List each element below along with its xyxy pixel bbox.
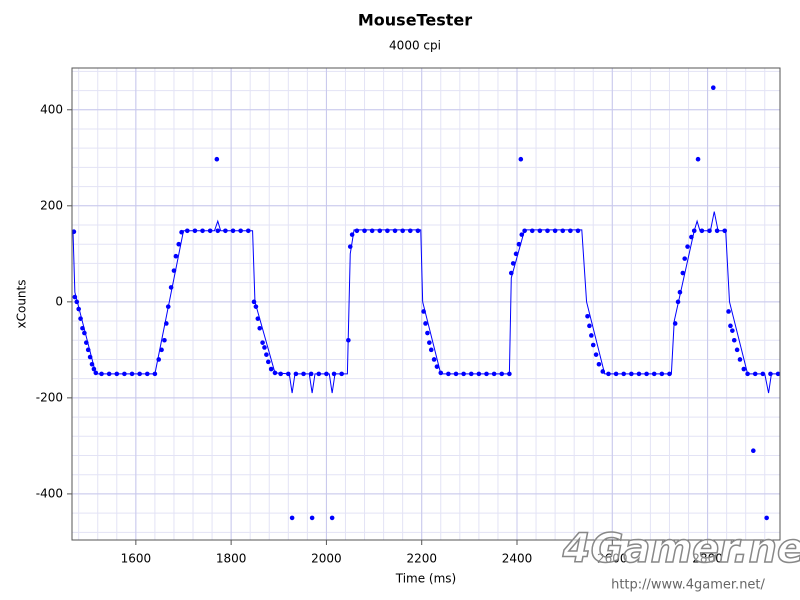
data-point — [589, 333, 594, 338]
data-point — [214, 156, 220, 162]
y-tick-label: 0 — [55, 294, 63, 308]
data-point — [537, 228, 543, 234]
x-tick-label: 2400 — [502, 552, 533, 566]
data-point — [568, 228, 573, 234]
y-tick-label: -400 — [36, 486, 63, 500]
y-tick-label: 400 — [40, 102, 63, 116]
data-point — [593, 352, 599, 357]
data-point — [427, 340, 432, 345]
x-tick-label: 2200 — [406, 552, 437, 566]
data-point — [730, 328, 735, 333]
y-tick-label: 200 — [40, 198, 63, 212]
x-axis-label: Time (ms) — [395, 572, 457, 586]
data-point — [682, 256, 688, 261]
axes: 1600 1800 2000 2200 2400 2600 2800 -400 -200 0 200… — [36, 102, 723, 565]
data-point — [560, 228, 566, 234]
data-point — [162, 337, 167, 343]
data-point — [710, 85, 716, 90]
data-point — [685, 244, 690, 249]
data-point — [590, 342, 596, 348]
data-point — [268, 366, 274, 372]
data-point — [385, 228, 390, 234]
data-point — [680, 270, 686, 276]
data-point — [434, 364, 440, 369]
data-point — [415, 228, 421, 234]
data-point — [728, 323, 733, 329]
data-point — [510, 261, 516, 266]
data-point — [575, 228, 581, 234]
data-point — [329, 515, 335, 521]
data-point — [264, 352, 269, 357]
data-point — [309, 515, 315, 521]
chart-title: MouseTester — [358, 11, 472, 30]
data-point — [265, 359, 271, 365]
data-point — [425, 330, 430, 336]
data-point — [587, 323, 592, 329]
data-point — [741, 366, 747, 372]
data-point — [377, 228, 383, 234]
data-point — [173, 253, 179, 259]
data-point — [751, 448, 756, 453]
watermark: 4Gamer.net — [562, 526, 800, 572]
plot-frame — [71, 67, 781, 541]
data-point — [262, 345, 267, 350]
data-point — [428, 347, 434, 353]
data-point — [734, 347, 740, 353]
plot — [71, 85, 781, 521]
data-point — [176, 241, 182, 247]
data-point — [529, 228, 535, 234]
data-point — [585, 313, 590, 319]
data-point — [596, 361, 602, 367]
data-point — [518, 156, 524, 162]
y-axis-label: xCounts — [15, 280, 29, 329]
data-point — [362, 228, 367, 234]
series-line — [72, 211, 780, 394]
watermark-url: http://www.4gamer.net/ — [611, 578, 765, 593]
data-point — [737, 357, 743, 362]
x-tick-label: 2800 — [692, 552, 723, 566]
data-point — [392, 228, 398, 234]
data-point — [552, 228, 558, 234]
data-point — [431, 357, 437, 362]
data-point — [215, 228, 221, 234]
x-tick-label: 1600 — [121, 552, 152, 566]
x-tick-label: 1800 — [216, 552, 247, 566]
data-point — [400, 228, 405, 234]
data-point — [260, 340, 265, 345]
data-point — [354, 228, 360, 234]
data-point — [423, 321, 428, 326]
data-point — [257, 325, 263, 331]
grid — [72, 68, 780, 540]
data-point — [695, 156, 701, 162]
data-point — [726, 309, 731, 314]
x-tick-label: 2000 — [311, 552, 342, 566]
data-point — [407, 228, 413, 234]
data-point — [308, 371, 314, 377]
data-point — [545, 228, 550, 234]
data-point — [731, 337, 737, 343]
chart-subtitle: 4000 cpi — [389, 39, 441, 53]
x-tick-label: 2600 — [597, 552, 628, 566]
data-point — [369, 228, 375, 234]
data-point — [764, 515, 769, 521]
data-point — [289, 515, 295, 521]
y-tick-label: -200 — [36, 390, 63, 404]
